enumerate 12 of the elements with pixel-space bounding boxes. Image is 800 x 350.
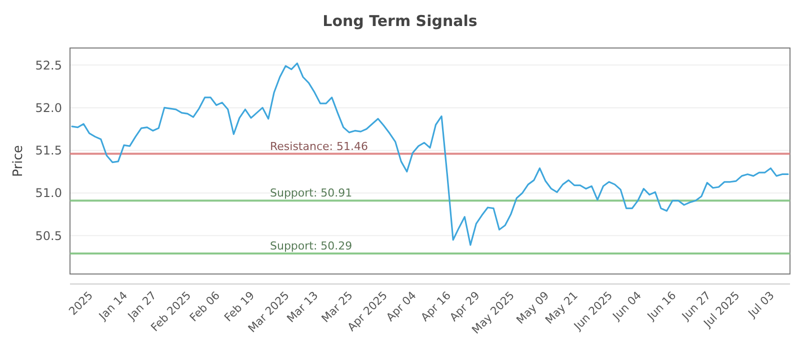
- x-tick-label: Jul 03: [745, 288, 777, 321]
- y-axis-title: Price: [11, 145, 26, 177]
- y-tick-label: 52.5: [35, 58, 62, 72]
- y-tick-label: 50.5: [35, 228, 62, 243]
- chart-title: Long Term Signals: [322, 12, 478, 30]
- y-tick-label: 51.0: [35, 186, 62, 200]
- y-tick-label: 51.5: [35, 144, 62, 158]
- ref-line-label: Support: 50.91: [270, 186, 352, 200]
- ref-line-label: Support: 50.29: [270, 240, 352, 253]
- y-tick-label: 52.0: [35, 100, 62, 115]
- ref-line-label: Resistance: 51.46: [270, 140, 368, 153]
- x-tick-label: Jun 16: [644, 288, 679, 324]
